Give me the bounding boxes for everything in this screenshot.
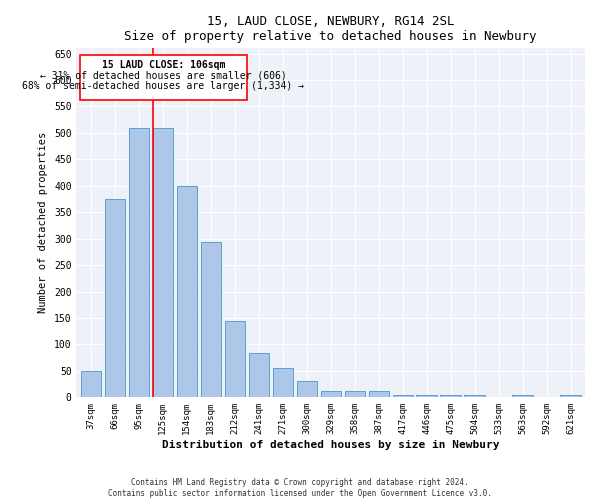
Bar (344, 391, 365, 398)
Bar (368, 391, 389, 398)
Bar (128, 128, 149, 398)
Bar (176, 186, 197, 398)
Bar (296, 382, 317, 398)
Bar (440, 394, 461, 398)
Bar (152, 128, 173, 398)
Text: 68% of semi-detached houses are larger (1,334) →: 68% of semi-detached houses are larger (… (22, 81, 304, 91)
Bar (272, 368, 293, 398)
Bar (392, 394, 413, 398)
Bar (464, 394, 485, 398)
Bar (80, 371, 101, 398)
Bar (512, 394, 533, 398)
Bar (320, 391, 341, 398)
Text: 15 LAUD CLOSE: 106sqm: 15 LAUD CLOSE: 106sqm (102, 60, 225, 70)
FancyBboxPatch shape (80, 54, 247, 100)
Bar (248, 354, 269, 398)
Bar (104, 199, 125, 398)
Text: Contains HM Land Registry data © Crown copyright and database right 2024.
Contai: Contains HM Land Registry data © Crown c… (108, 478, 492, 498)
Bar (560, 394, 581, 398)
Bar (416, 394, 437, 398)
Bar (224, 320, 245, 398)
Bar (200, 242, 221, 398)
Y-axis label: Number of detached properties: Number of detached properties (38, 132, 49, 314)
Title: 15, LAUD CLOSE, NEWBURY, RG14 2SL
Size of property relative to detached houses i: 15, LAUD CLOSE, NEWBURY, RG14 2SL Size o… (124, 15, 537, 43)
X-axis label: Distribution of detached houses by size in Newbury: Distribution of detached houses by size … (162, 440, 499, 450)
Text: ← 31% of detached houses are smaller (606): ← 31% of detached houses are smaller (60… (40, 70, 287, 81)
